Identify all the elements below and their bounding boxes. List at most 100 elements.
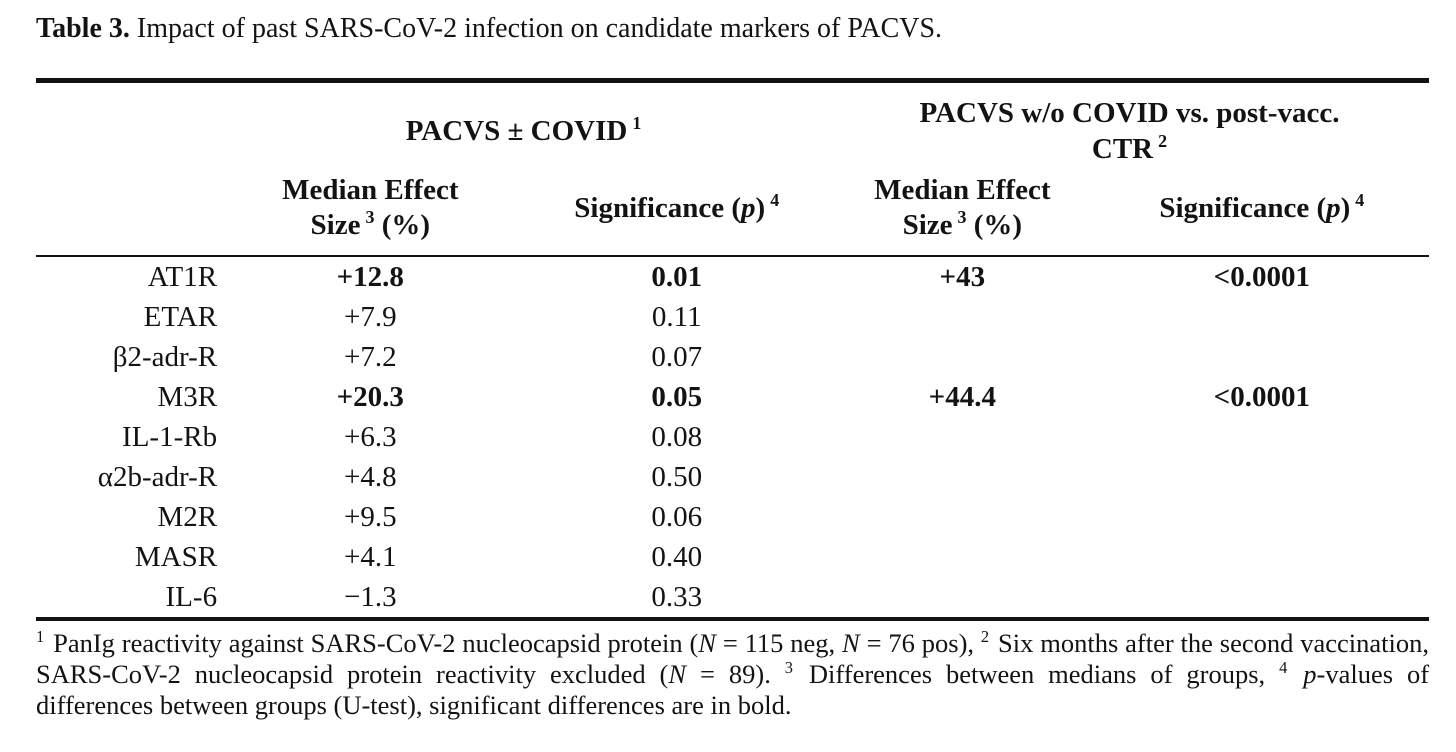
table-footnotes: 1 PanIg reactivity against SARS-CoV-2 nu… (36, 628, 1429, 721)
value-cell (830, 417, 1095, 457)
value-cell (830, 457, 1095, 497)
column-header-row: Median Effect Size 3 (%) Significance (p)… (36, 167, 1429, 257)
value-cell: <0.0001 (1213, 261, 1310, 293)
table-row: M2R +9.5 0.06 (36, 497, 1429, 537)
header-text: ) (1340, 191, 1351, 224)
table-row: IL-6 −1.3 0.33 (36, 577, 1429, 619)
value-cell: +4.1 (344, 541, 397, 573)
value-cell: 0.11 (651, 301, 702, 333)
value-cell (1095, 537, 1429, 577)
footnote-text: N (668, 659, 687, 689)
value-cell (1095, 337, 1429, 377)
corner-cell (36, 81, 217, 168)
footnote-text: = 89). (686, 659, 785, 689)
footnote-text: p (1303, 659, 1317, 689)
footnote-ref-3: 3 (957, 207, 967, 228)
footnote-text: Differences between medians of groups, (794, 659, 1280, 689)
group-header-text-line2: CTR (1091, 133, 1154, 165)
table-caption: Table 3. Impact of past SARS-CoV-2 infec… (36, 12, 1429, 46)
footnote-text: N (698, 628, 716, 658)
marker-cell: M2R (157, 501, 218, 533)
footnote-marker: 2 (980, 627, 990, 647)
header-text: (%) (374, 209, 431, 241)
footnote-text: PanIg reactivity against SARS-CoV-2 nucl… (46, 628, 699, 658)
value-cell (1095, 417, 1429, 457)
marker-cell: IL-1-Rb (122, 421, 218, 453)
table-caption-label: Table 3. (36, 13, 130, 44)
footnote-marker: 4 (1279, 658, 1288, 678)
value-cell (1095, 297, 1429, 337)
value-cell: +20.3 (336, 381, 404, 413)
footnote-ref-1: 1 (632, 113, 642, 134)
table-caption-text: Impact of past SARS-CoV-2 infection on c… (129, 13, 943, 44)
value-cell (830, 337, 1095, 377)
data-table: PACVS ± COVID 1 PACVS w/o COVID vs. post-… (36, 78, 1429, 621)
footnote-text (1289, 659, 1303, 689)
table-row: M3R +20.3 0.05 +44.4 <0.0001 (36, 377, 1429, 417)
column-header-significance-2: Significance (p) 4 (1094, 167, 1429, 257)
group-header-pacvs-ctr: PACVS w/o COVID vs. post-vacc. CTR 2 (830, 81, 1429, 168)
value-cell: 0.06 (651, 501, 703, 533)
footnote-text: = 76 pos), (859, 628, 981, 658)
corner-cell (36, 167, 218, 257)
column-header-significance-1: Significance (p) 4 (523, 167, 830, 257)
value-cell (830, 537, 1095, 577)
table-header: PACVS ± COVID 1 PACVS w/o COVID vs. post-… (36, 81, 1429, 257)
value-cell: 0.07 (651, 341, 703, 373)
value-cell: 0.01 (651, 261, 703, 293)
marker-cell: β2-adr-R (112, 341, 218, 373)
value-cell (830, 577, 1095, 619)
value-cell: +44.4 (928, 381, 996, 413)
group-header-pacvs-covid: PACVS ± COVID 1 (217, 81, 830, 168)
marker-cell: AT1R (147, 261, 218, 293)
table-row: IL-1-Rb +6.3 0.08 (36, 417, 1429, 457)
group-header-row: PACVS ± COVID 1 PACVS w/o COVID vs. post-… (36, 81, 1429, 168)
value-cell: 0.05 (651, 381, 703, 413)
value-cell: 0.33 (651, 581, 703, 613)
header-text: Median Effect (874, 174, 1051, 206)
header-text-italic: p (1326, 191, 1341, 224)
marker-cell: ETAR (143, 301, 218, 333)
value-cell: +4.8 (344, 461, 397, 493)
value-cell: +6.3 (344, 421, 397, 453)
footnote-ref-2: 2 (1158, 131, 1168, 152)
value-cell (830, 297, 1095, 337)
value-cell: 0.40 (651, 541, 703, 573)
value-cell: 0.08 (651, 421, 703, 453)
value-cell: +43 (939, 261, 986, 293)
header-text: Median Effect (282, 174, 459, 206)
table-row: α2b-adr-R +4.8 0.50 (36, 457, 1429, 497)
value-cell (1095, 457, 1429, 497)
value-cell (1095, 497, 1429, 537)
value-cell: 0.50 (651, 461, 703, 493)
column-header-effect-size-1: Median Effect Size 3 (%) (217, 167, 524, 257)
group-header-text: PACVS ± COVID (405, 115, 628, 147)
header-text: Size (902, 209, 953, 241)
marker-cell: α2b-adr-R (97, 461, 218, 493)
value-cell: +7.2 (344, 341, 397, 373)
footnote-ref-3: 3 (365, 207, 375, 228)
footnote-marker: 1 (36, 627, 45, 647)
value-cell: +7.9 (344, 301, 397, 333)
column-header-effect-size-2: Median Effect Size 3 (%) (829, 167, 1095, 257)
footnote-marker: 3 (784, 658, 793, 678)
footnote-text: N (842, 628, 860, 658)
footnote-text: = 115 neg, (715, 628, 843, 658)
footnote-text: -values of differences between groups (U… (36, 659, 1430, 720)
value-cell: +12.8 (336, 261, 404, 293)
table-row: MASR +4.1 0.40 (36, 537, 1429, 577)
table-row: β2-adr-R +7.2 0.07 (36, 337, 1429, 377)
header-text: Size (310, 209, 361, 241)
value-cell: −1.3 (344, 581, 397, 613)
header-text-italic: p (741, 191, 756, 224)
header-text: ) (755, 191, 766, 224)
header-text: Significance ( (1159, 191, 1327, 224)
header-text: Significance ( (574, 191, 742, 224)
footnote-text: Six months after the second vaccination,… (36, 628, 1429, 689)
table-row: ETAR +7.9 0.11 (36, 297, 1429, 337)
marker-cell: IL-6 (165, 581, 218, 613)
group-header-text-line1: PACVS w/o COVID vs. post-vacc. (919, 97, 1340, 129)
marker-cell: MASR (134, 541, 218, 573)
header-text: (%) (966, 209, 1023, 241)
